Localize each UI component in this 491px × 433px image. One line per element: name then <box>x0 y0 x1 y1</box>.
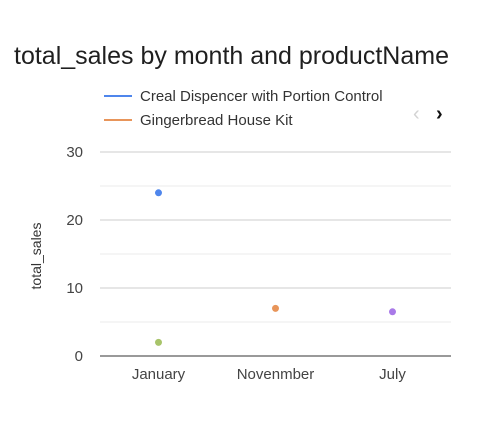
legend-item[interactable]: Creal Dispencer with Portion Control <box>104 87 383 105</box>
legend-prev-page-icon[interactable]: ‹ <box>413 103 420 125</box>
x-tick-label: July <box>379 366 406 383</box>
data-point[interactable] <box>389 308 396 316</box>
data-point[interactable] <box>155 189 162 197</box>
y-axis-label: total_sales <box>28 223 44 290</box>
legend-swatch <box>104 119 132 121</box>
y-tick-label: 30 <box>66 144 83 161</box>
data-point[interactable] <box>272 304 279 312</box>
y-tick-label: 0 <box>75 348 83 365</box>
data-point[interactable] <box>155 338 162 346</box>
legend-label: Creal Dispencer with Portion Control <box>140 87 383 105</box>
legend-label: Gingerbread House Kit <box>140 111 293 129</box>
y-tick-label: 20 <box>66 212 83 229</box>
x-tick-label: Novenmber <box>237 366 315 383</box>
legend-swatch <box>104 95 132 97</box>
legend-next-page-icon[interactable]: › <box>436 103 443 125</box>
y-tick-label: 10 <box>66 280 83 297</box>
x-tick-label: January <box>132 366 186 383</box>
chart-title: total_sales by month and productName <box>14 42 449 70</box>
legend-item[interactable]: Gingerbread House Kit <box>104 111 293 129</box>
